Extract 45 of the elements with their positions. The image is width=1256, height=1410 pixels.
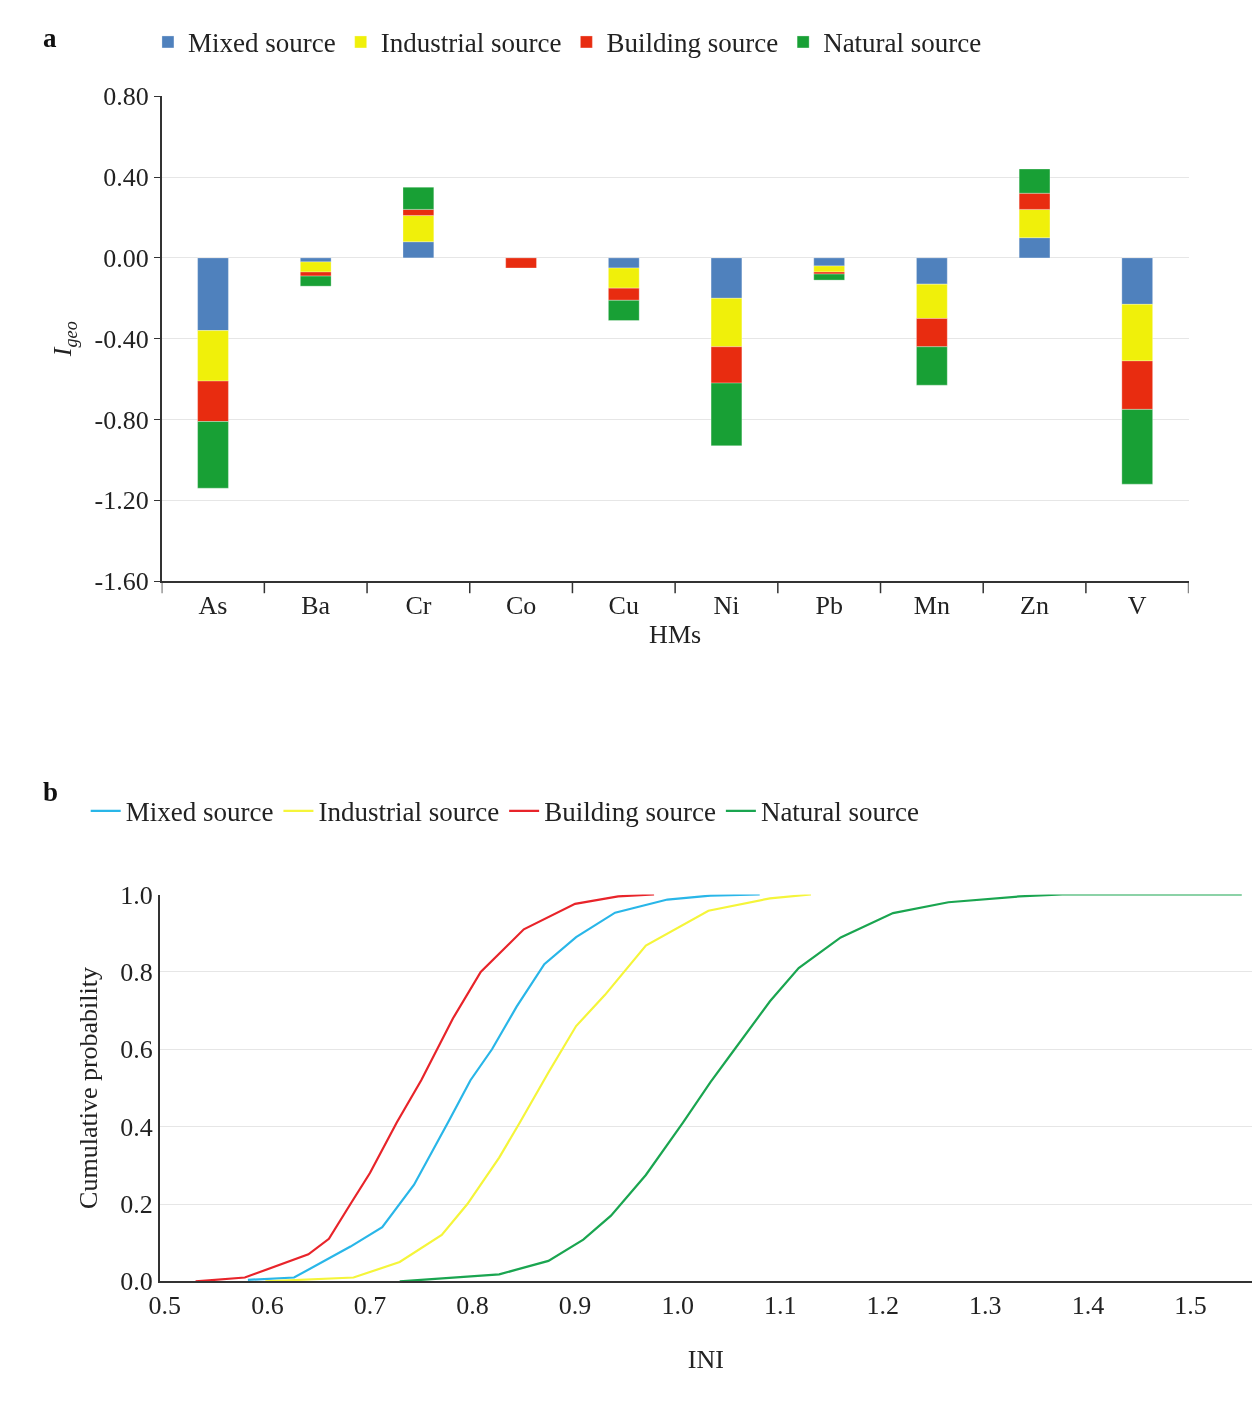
- y-tick-label: 1.0: [120, 880, 153, 910]
- x-axis-title: HMs: [649, 620, 702, 650]
- x-tick-label: 1.0: [661, 1291, 694, 1321]
- y-tick-label: -1.20: [94, 486, 149, 516]
- y-tick-label: -0.40: [94, 324, 149, 354]
- x-tick-label: As: [198, 591, 228, 621]
- legend-label: Natural source: [760, 797, 920, 828]
- x-tick-label: 1.3: [969, 1291, 1002, 1321]
- x-tick-label: 0.6: [251, 1291, 284, 1321]
- y-tick-label: 0.8: [120, 957, 153, 987]
- chart-title: b: [43, 777, 59, 807]
- x-tick-label: 0.7: [353, 1291, 387, 1321]
- y-tick-label: -0.80: [94, 405, 149, 435]
- x-axis-title: INI: [687, 1344, 724, 1374]
- x-tick-label: Ni: [713, 591, 740, 621]
- legend-label: Natural source: [823, 28, 982, 59]
- legend-label: Building source: [544, 797, 716, 828]
- x-tick-label: Zn: [1020, 591, 1049, 621]
- legend-label: Mixed source: [125, 797, 274, 828]
- y-tick-label: 0.80: [103, 82, 149, 112]
- x-tick-label: 1.5: [1174, 1291, 1207, 1321]
- y-tick-label: 0.40: [103, 163, 149, 193]
- x-tick-label: 1.2: [866, 1291, 900, 1321]
- x-tick-label: Pb: [815, 591, 843, 621]
- legend-label: Industrial source: [318, 797, 500, 828]
- legend-label: Mixed source: [187, 28, 336, 59]
- x-tick-label: V: [1127, 591, 1147, 621]
- chart-title: a: [43, 23, 57, 53]
- legend-label: Industrial source: [380, 28, 562, 59]
- y-tick-label: 0.2: [120, 1190, 153, 1220]
- x-tick-label: Cu: [608, 591, 639, 621]
- x-tick-label: Mn: [913, 591, 950, 621]
- x-tick-label: Cr: [405, 591, 432, 621]
- x-tick-label: Co: [505, 591, 537, 621]
- y-tick-label: -1.60: [94, 567, 149, 597]
- x-tick-label: 0.8: [456, 1291, 489, 1321]
- y-axis-title: Cumulative probability: [74, 966, 104, 1209]
- y-tick-label: 0.00: [103, 243, 149, 273]
- x-tick-label: 1.4: [1071, 1291, 1105, 1321]
- x-tick-label: 1.1: [763, 1291, 797, 1321]
- y-tick-label: 0.6: [120, 1035, 153, 1065]
- x-tick-label: 0.9: [558, 1291, 592, 1321]
- legend-label: Building source: [606, 28, 779, 59]
- x-tick-label: Ba: [301, 591, 331, 621]
- y-tick-label: 0.4: [120, 1112, 153, 1142]
